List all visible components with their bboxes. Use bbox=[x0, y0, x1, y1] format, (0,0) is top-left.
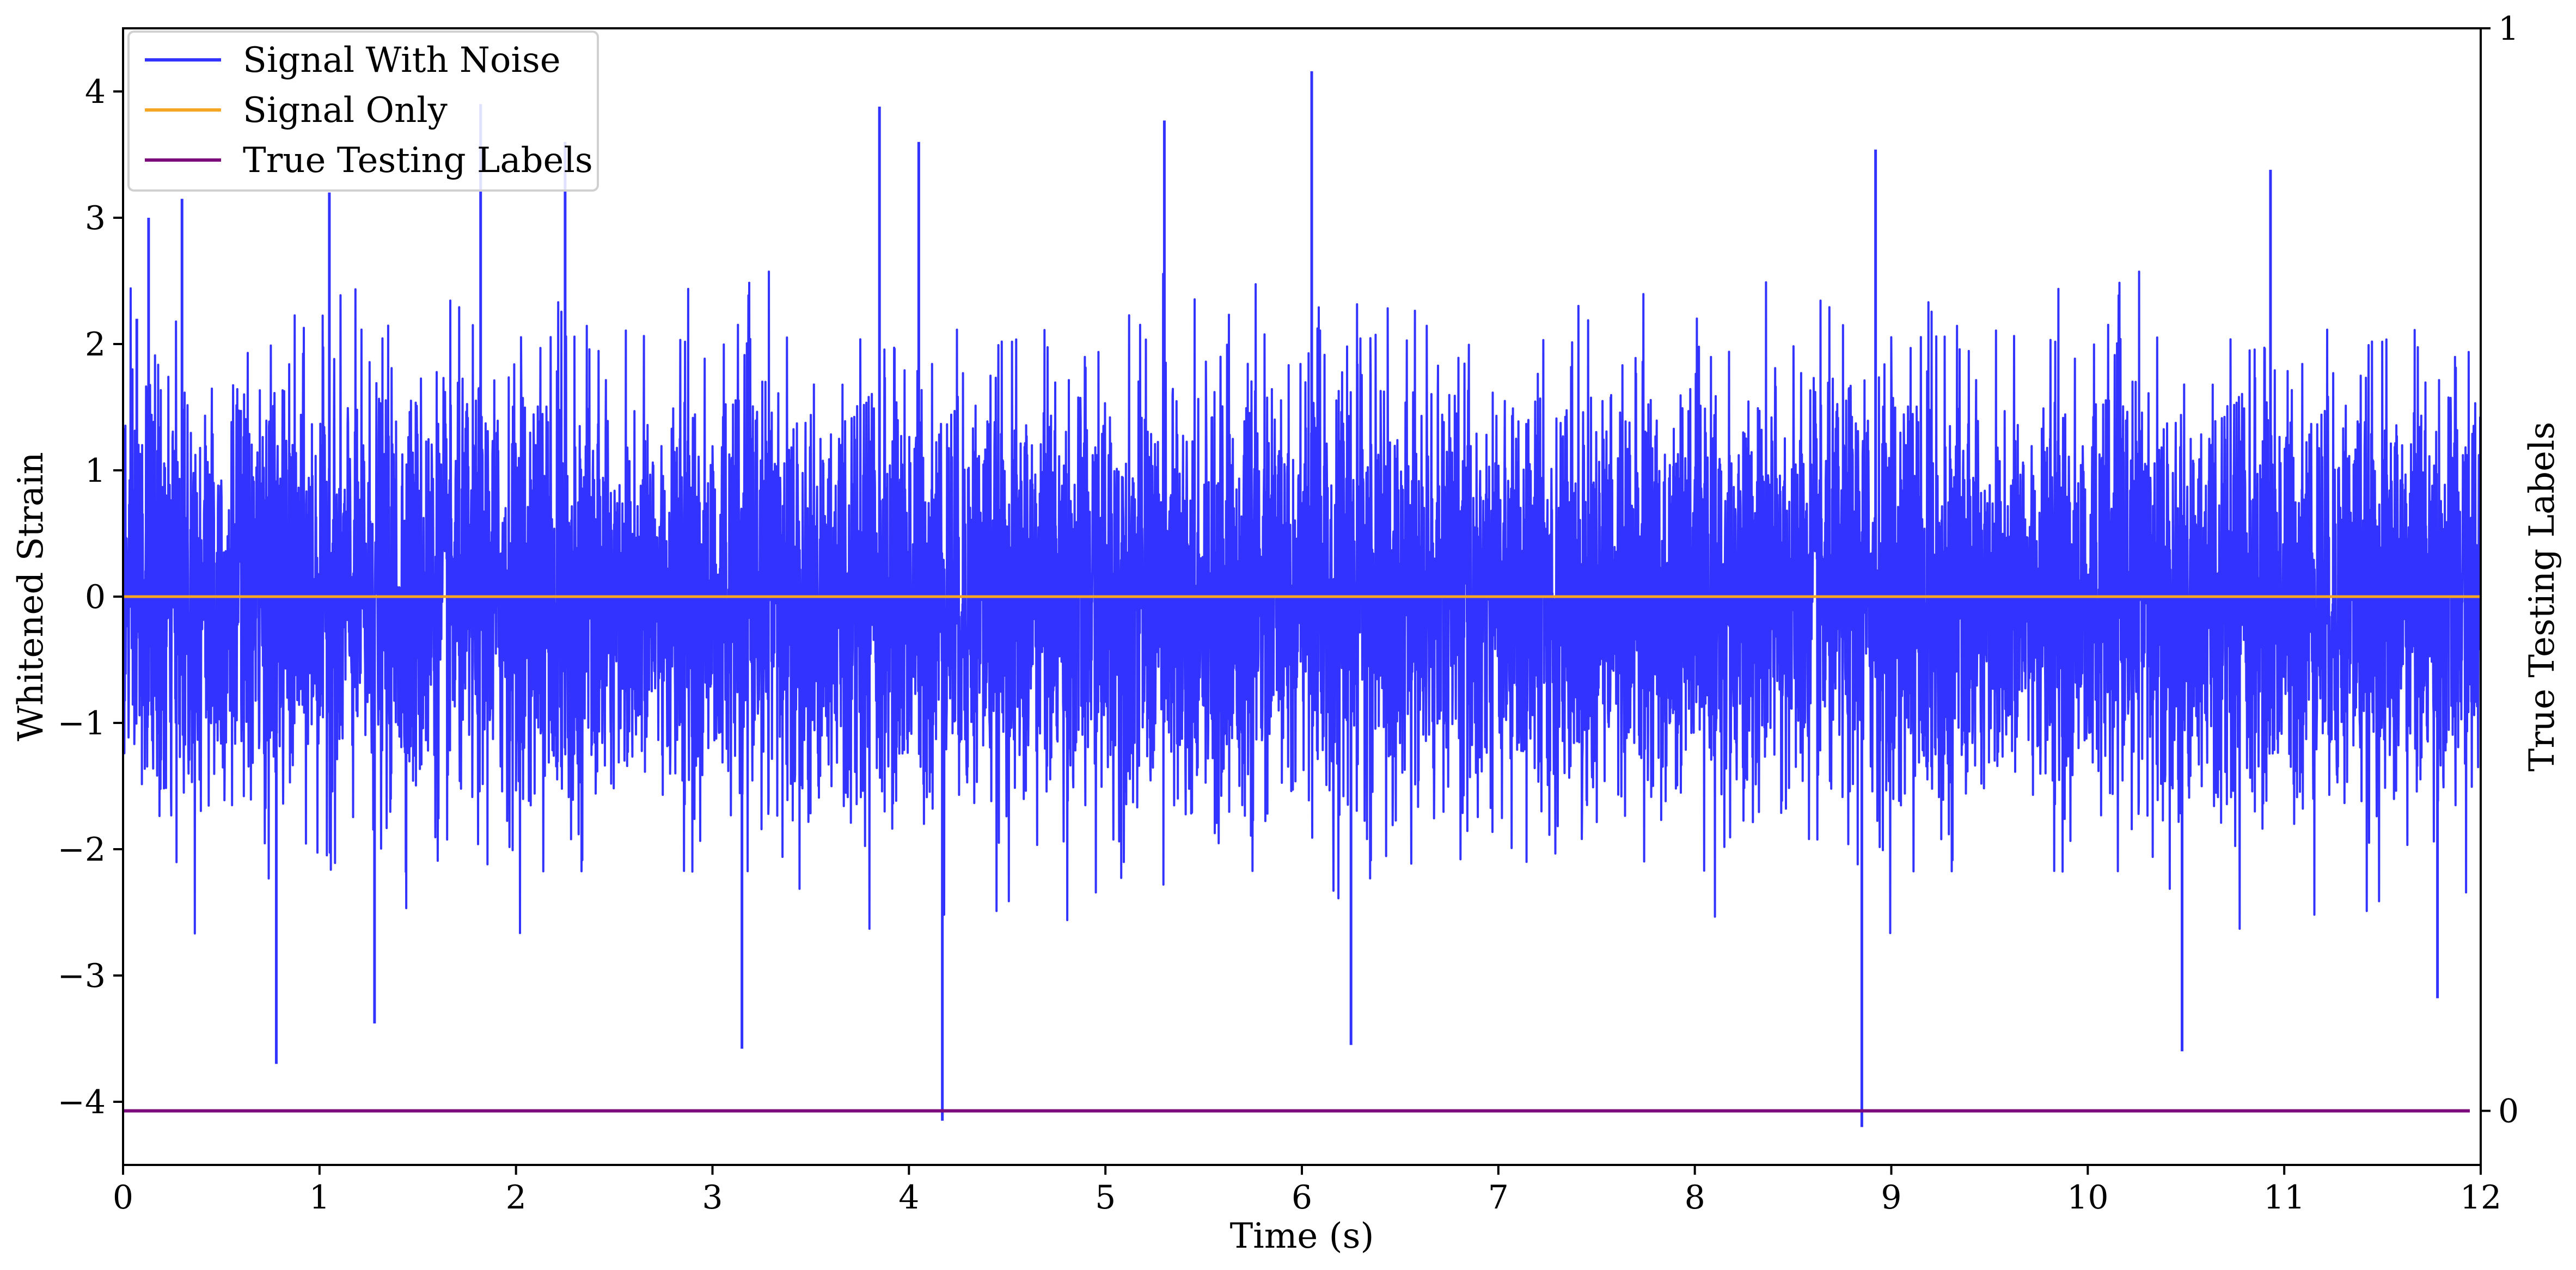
x-tick-label: 1 bbox=[309, 1179, 330, 1217]
y2-axis-title: True Testing Labels bbox=[2522, 422, 2562, 772]
y-tick-label: 4 bbox=[85, 73, 106, 111]
y-tick-label: 3 bbox=[85, 199, 106, 237]
y2-tick-label: 0 bbox=[2498, 1093, 2519, 1131]
x-tick-label: 4 bbox=[898, 1179, 919, 1217]
legend-label: Signal With Noise bbox=[243, 40, 561, 81]
x-tick-label: 3 bbox=[702, 1179, 723, 1217]
y2-tick-label: 1 bbox=[2498, 10, 2519, 48]
x-axis-title: Time (s) bbox=[1230, 1216, 1374, 1256]
y-tick-label: −3 bbox=[58, 957, 106, 995]
x-tick-label: 7 bbox=[1488, 1179, 1509, 1217]
y-tick-label: 1 bbox=[85, 452, 106, 490]
y-axis-title: Whitened Strain bbox=[11, 452, 51, 741]
x-tick-label: 0 bbox=[113, 1179, 133, 1217]
x-tick-label: 8 bbox=[1685, 1179, 1705, 1217]
x-tick-label: 10 bbox=[2067, 1179, 2108, 1217]
y-tick-label: −1 bbox=[58, 704, 106, 743]
x-tick-label: 9 bbox=[1881, 1179, 1901, 1217]
y-tick-label: −2 bbox=[58, 831, 106, 869]
x-tick-label: 11 bbox=[2263, 1179, 2305, 1217]
x-tick-label: 2 bbox=[506, 1179, 527, 1217]
legend-label: True Testing Labels bbox=[243, 140, 593, 181]
y-tick-label: 2 bbox=[85, 326, 106, 364]
legend-box bbox=[127, 30, 599, 192]
legend: Signal With Noise Signal Only True Testing… bbox=[127, 30, 599, 192]
x-tick-label: 5 bbox=[1095, 1179, 1116, 1217]
plot-area bbox=[123, 71, 2481, 1127]
x-tick-label: 6 bbox=[1292, 1179, 1312, 1217]
legend-label: Signal Only bbox=[243, 90, 448, 131]
y-tick-label: −4 bbox=[58, 1083, 106, 1121]
y-tick-label: 0 bbox=[85, 578, 106, 616]
x-tick-label: 12 bbox=[2460, 1179, 2501, 1217]
series-signal-with-noise bbox=[123, 271, 2481, 935]
